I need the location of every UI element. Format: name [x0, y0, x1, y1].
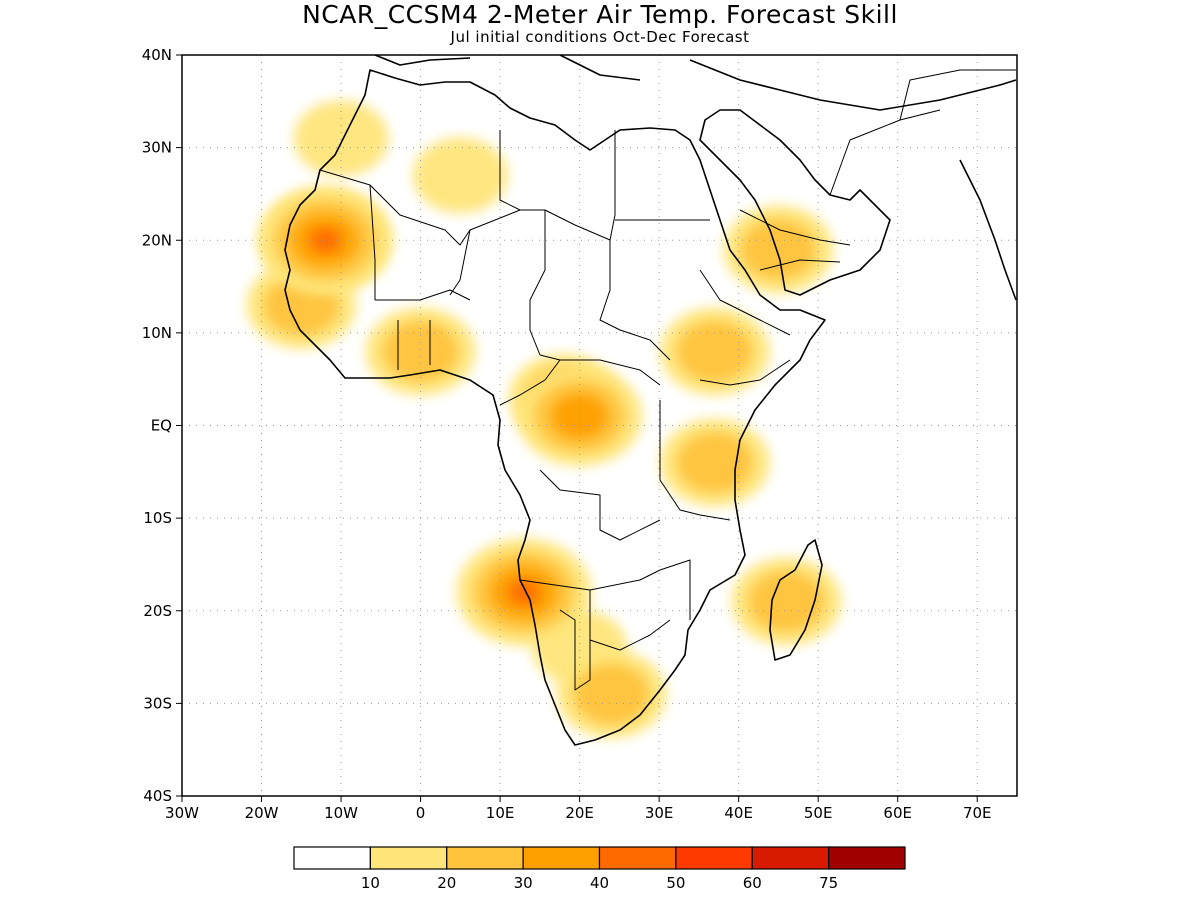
colorbar-swatch — [522, 846, 601, 870]
india-coastline — [959, 159, 1017, 301]
y-tick-label: 10N — [142, 324, 172, 342]
skill-region — [552, 394, 608, 439]
x-tick-label: 30W — [165, 804, 199, 822]
skill-region — [412, 137, 508, 214]
y-tick-label: 30N — [142, 139, 172, 157]
colorbar-tick-label: 10 — [361, 874, 380, 892]
skill-region — [508, 580, 539, 605]
x-tick-label: 0 — [416, 804, 426, 822]
skill-region — [383, 321, 459, 382]
x-tick-label: 30E — [645, 804, 674, 822]
skill-region — [677, 321, 753, 382]
africa-coastline — [284, 69, 826, 746]
arabia-coastline — [699, 109, 891, 296]
x-tick-label: 60E — [883, 804, 912, 822]
x-tick-label: 70E — [963, 804, 992, 822]
colorbar-tick-label: 50 — [666, 874, 685, 892]
y-tick-label: 20S — [143, 602, 172, 620]
colorbar-tick-label: 60 — [743, 874, 762, 892]
x-tick-label: 10W — [324, 804, 358, 822]
colorbar-tick-label: 30 — [514, 874, 533, 892]
x-axis-ticks: 30W 20W 10W 0 10E 20E 30E 40E 50E 60E 70E — [165, 796, 992, 822]
y-tick-label: 30S — [143, 694, 172, 712]
x-tick-label: 40E — [724, 804, 753, 822]
skill-region — [573, 664, 649, 725]
skill-region — [677, 432, 753, 493]
skill-region — [740, 219, 816, 280]
skill-region — [293, 100, 389, 177]
colorbar-swatch — [828, 846, 906, 870]
x-tick-label: 10E — [486, 804, 515, 822]
x-tick-label: 20E — [565, 804, 594, 822]
colorbar-swatch — [446, 846, 524, 870]
colorbar-swatch — [751, 846, 830, 870]
colorbar: 10 20 30 40 50 60 75 — [293, 846, 906, 892]
madagascar-coastline — [769, 539, 823, 661]
colorbar-swatch — [293, 846, 371, 870]
x-tick-label: 50E — [804, 804, 833, 822]
skill-fill-layer — [246, 100, 842, 739]
colorbar-tick-label: 75 — [819, 874, 838, 892]
coastlines — [284, 55, 1017, 746]
x-tick-label: 20W — [245, 804, 279, 822]
mediterranean-north — [374, 55, 1017, 111]
y-tick-label: 40N — [142, 46, 172, 64]
colorbar-swatch — [369, 846, 448, 870]
colorbar-tick-label: 20 — [437, 874, 456, 892]
y-axis-ticks: 40N 30N 20N 10N EQ 10S 20S 30S 40S — [142, 46, 182, 805]
colorbar-swatch — [598, 846, 677, 870]
y-tick-label: 40S — [143, 787, 172, 805]
chart-title: NCAR_CCSM4 2-Meter Air Temp. Forecast Sk… — [302, 0, 898, 29]
y-tick-label: 20N — [142, 231, 172, 249]
skill-region — [748, 571, 824, 632]
y-tick-label: EQ — [151, 417, 172, 435]
y-tick-label: 10S — [143, 509, 172, 527]
skill-region — [310, 228, 341, 253]
country-borders — [319, 69, 1016, 691]
colorbar-tick-label: 40 — [590, 874, 609, 892]
chart-subtitle: Jul initial conditions Oct-Dec Forecast — [450, 28, 750, 46]
colorbar-swatch — [675, 846, 753, 870]
